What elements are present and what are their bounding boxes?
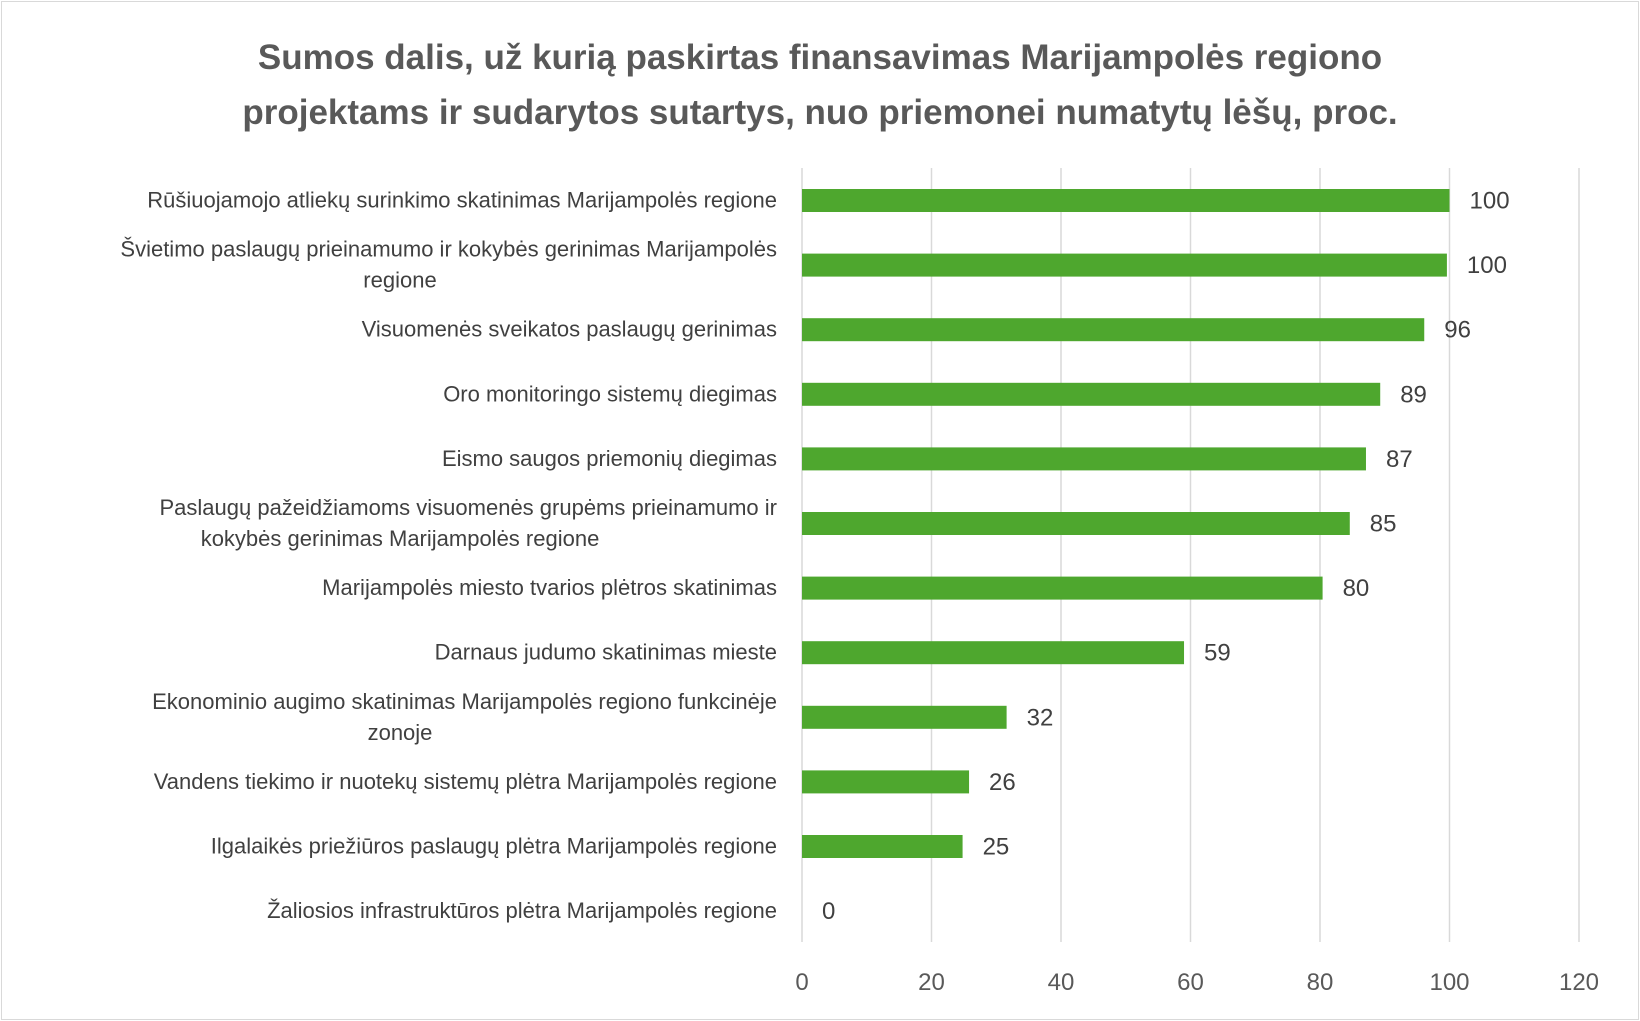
category-label-0-line-0: Rūšiuojamojo atliekų surinkimo skatinima…: [147, 188, 777, 213]
x-tick-label-20: 20: [918, 969, 945, 996]
x-tick-label-60: 60: [1177, 969, 1204, 996]
category-label-4: Eismo saugos priemonių diegimas: [442, 446, 777, 471]
category-label-1: Švietimo paslaugų prieinamumo ir kokybės…: [120, 237, 777, 293]
bar-2: [802, 318, 1425, 342]
category-label-1-line-1: regione: [363, 268, 436, 293]
data-label-10: 25: [983, 834, 1010, 861]
data-label-0: 100: [1470, 188, 1510, 215]
category-label-7: Darnaus judumo skatinimas mieste: [435, 640, 777, 665]
x-tick-label-0: 0: [795, 969, 808, 996]
category-label-6: Marijampolės miesto tvarios plėtros skat…: [322, 575, 777, 600]
category-label-10-line-0: Ilgalaikės priežiūros paslaugų plėtra Ma…: [211, 834, 777, 859]
bar-8: [802, 705, 1007, 729]
x-tick-label-80: 80: [1307, 969, 1334, 996]
category-label-8-line-1: zonoje: [368, 720, 433, 745]
data-label-7: 59: [1204, 640, 1231, 667]
category-label-5: Paslaugų pažeidžiamoms visuomenės grupėm…: [159, 495, 777, 551]
x-tick-label-40: 40: [1048, 969, 1075, 996]
data-label-5: 85: [1370, 511, 1397, 538]
category-label-2-line-0: Visuomenės sveikatos paslaugų gerinimas: [362, 317, 777, 342]
category-label-9: Vandens tiekimo ir nuotekų sistemų plėtr…: [154, 769, 777, 794]
data-label-9: 26: [989, 769, 1016, 796]
category-label-8-line-0: Ekonominio augimo skatinimas Marijampolė…: [152, 689, 777, 714]
category-label-1-line-0: Švietimo paslaugų prieinamumo ir kokybės…: [120, 237, 777, 262]
category-label-7-line-0: Darnaus judumo skatinimas mieste: [435, 640, 777, 665]
category-label-2: Visuomenės sveikatos paslaugų gerinimas: [362, 317, 777, 342]
data-label-6: 80: [1343, 575, 1370, 602]
x-tick-label-100: 100: [1429, 969, 1469, 996]
category-label-6-line-0: Marijampolės miesto tvarios plėtros skat…: [322, 575, 777, 600]
bar-10: [802, 835, 963, 858]
data-label-11: 0: [822, 898, 835, 925]
category-label-5-line-0: Paslaugų pažeidžiamoms visuomenės grupėm…: [159, 495, 777, 520]
bar-1: [802, 253, 1447, 277]
bar-5: [802, 512, 1350, 535]
bar-7: [802, 641, 1185, 665]
data-label-2: 96: [1444, 317, 1471, 344]
data-label-3: 89: [1400, 381, 1427, 408]
category-label-3: Oro monitoringo sistemų diegimas: [443, 381, 777, 406]
chart-title-line-1: Sumos dalis, už kurią paskirtas finansav…: [257, 38, 1383, 77]
bar-4: [802, 447, 1366, 471]
category-label-11-line-0: Žaliosios infrastruktūros plėtra Marijam…: [267, 898, 777, 923]
category-label-3-line-0: Oro monitoringo sistemų diegimas: [443, 381, 777, 406]
data-label-8: 32: [1027, 704, 1054, 731]
x-tick-label-120: 120: [1559, 969, 1599, 996]
chart-title-line-2: projektams ir sudarytos sutartys, nuo pr…: [242, 93, 1398, 132]
data-label-1: 100: [1467, 252, 1507, 279]
category-label-11: Žaliosios infrastruktūros plėtra Marijam…: [267, 898, 777, 923]
category-label-9-line-0: Vandens tiekimo ir nuotekų sistemų plėtr…: [154, 769, 777, 794]
bar-3: [802, 382, 1381, 406]
category-label-10: Ilgalaikės priežiūros paslaugų plėtra Ma…: [211, 834, 777, 859]
category-label-4-line-0: Eismo saugos priemonių diegimas: [442, 446, 777, 471]
bar-6: [802, 576, 1323, 600]
bar-9: [802, 770, 970, 794]
bar-0: [802, 189, 1450, 212]
data-label-4: 87: [1386, 446, 1413, 473]
category-label-0: Rūšiuojamojo atliekų surinkimo skatinima…: [147, 188, 777, 213]
chart-title: Sumos dalis, už kurią paskirtas finansav…: [0, 30, 1640, 140]
category-label-8: Ekonominio augimo skatinimas Marijampolė…: [152, 689, 777, 745]
category-label-5-line-1: kokybės gerinimas Marijampolės regione: [201, 526, 600, 551]
